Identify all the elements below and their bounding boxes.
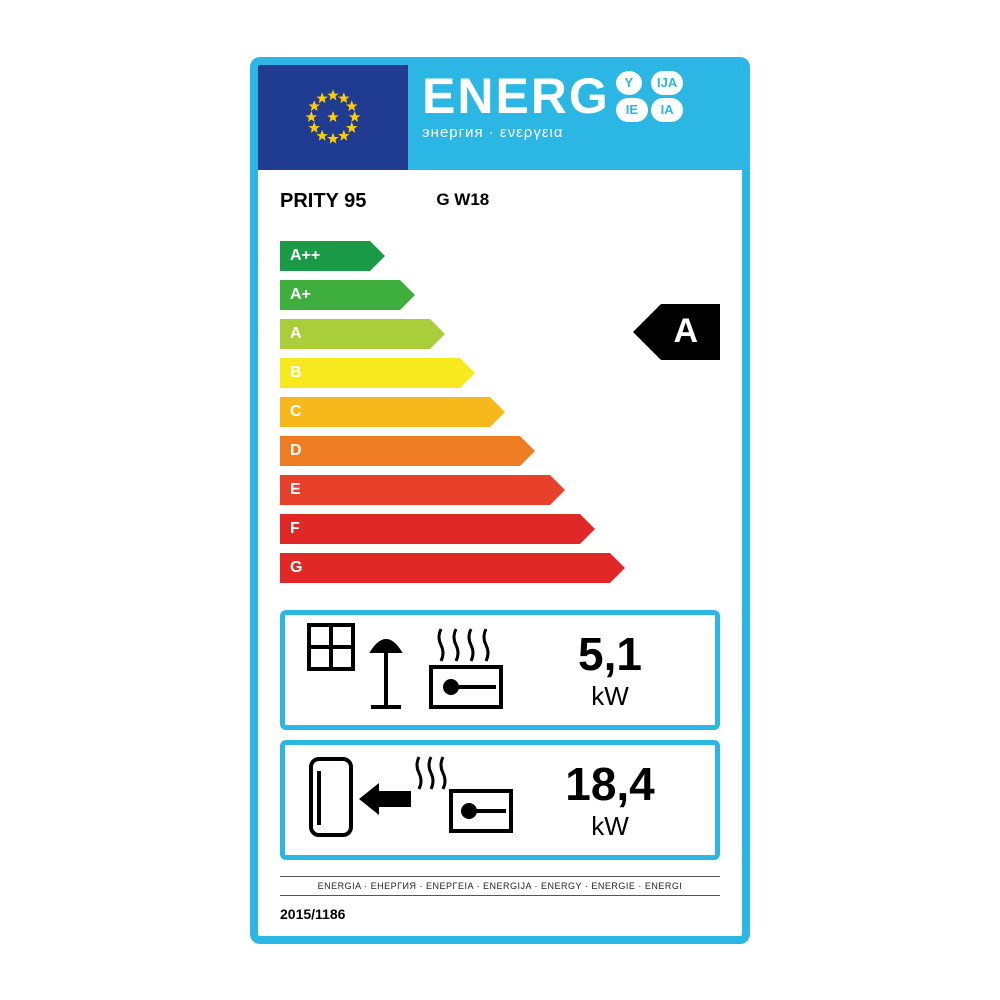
spec2-value-wrap: 18,4 kW <box>521 757 699 842</box>
spec-box-direct-heat: 5,1 kW <box>280 610 720 730</box>
efficiency-bar: D <box>280 436 520 466</box>
efficiency-bar-label: G <box>290 559 302 577</box>
efficiency-bar-label: A++ <box>290 247 320 265</box>
energ-suffix-bubbles: Y IJA IE IA <box>616 71 683 122</box>
efficiency-bar: C <box>280 397 490 427</box>
direct-heat-icon <box>301 617 521 722</box>
water-heat-icon <box>301 747 521 852</box>
efficiency-bar-label: F <box>290 520 300 538</box>
efficiency-bar-row: D <box>280 434 720 468</box>
efficiency-bar: B <box>280 358 460 388</box>
spec1-value: 5,1 <box>521 627 699 681</box>
bubble: IE <box>616 98 648 122</box>
rating-arrow-wrap: A <box>661 304 720 360</box>
eu-flag-icon <box>283 77 383 157</box>
efficiency-bar-label: C <box>290 403 302 421</box>
spec1-value-wrap: 5,1 kW <box>521 627 699 712</box>
efficiency-bar-row: F <box>280 512 720 546</box>
rating-arrow: A <box>661 304 720 360</box>
header: ENERG Y IJA IE IA энергия · ενεργεια <box>258 65 742 170</box>
eu-flag <box>258 65 408 170</box>
energ-panel: ENERG Y IJA IE IA энергия · ενεργεια <box>408 65 742 170</box>
efficiency-bar: F <box>280 514 580 544</box>
efficiency-bar-row: A++ <box>280 239 720 273</box>
efficiency-bar: G <box>280 553 610 583</box>
spec2-value: 18,4 <box>521 757 699 811</box>
efficiency-bar-label: A+ <box>290 286 311 304</box>
regulation: 2015/1186 <box>258 896 742 936</box>
spec1-unit: kW <box>521 681 699 712</box>
efficiency-bar: A++ <box>280 241 370 271</box>
energ-subscript: энергия · ενεργεια <box>422 124 732 141</box>
bubble: Y <box>616 71 642 95</box>
energy-label: ENERG Y IJA IE IA энергия · ενεργεια PRI… <box>250 57 750 944</box>
bubble: IJA <box>651 71 683 95</box>
efficiency-bar-label: B <box>290 364 302 382</box>
efficiency-bar-label: E <box>290 481 301 499</box>
efficiency-bar-row: C <box>280 395 720 429</box>
brand-model-row: PRITY 95 G W18 <box>258 170 742 213</box>
spec2-unit: kW <box>521 811 699 842</box>
brand: PRITY 95 <box>280 190 366 213</box>
efficiency-chart: A++ A+ A B C D E F G A <box>258 213 742 600</box>
spec-box-water-heat: 18,4 kW <box>280 740 720 860</box>
efficiency-bar-label: D <box>290 442 302 460</box>
efficiency-bar: A <box>280 319 430 349</box>
efficiency-bar: E <box>280 475 550 505</box>
efficiency-bar-label: A <box>290 325 302 343</box>
bubble: IA <box>651 98 683 122</box>
energia-words: ENERGIA · ЕНЕРГИЯ · ΕΝΕΡΓΕΙΑ · ENERGIJA … <box>280 876 720 896</box>
efficiency-bar-row: E <box>280 473 720 507</box>
efficiency-bar: A+ <box>280 280 400 310</box>
energ-word: ENERG <box>422 71 610 121</box>
efficiency-bar-row: B <box>280 356 720 390</box>
model: G W18 <box>436 190 489 213</box>
efficiency-bar-row: G <box>280 551 720 585</box>
